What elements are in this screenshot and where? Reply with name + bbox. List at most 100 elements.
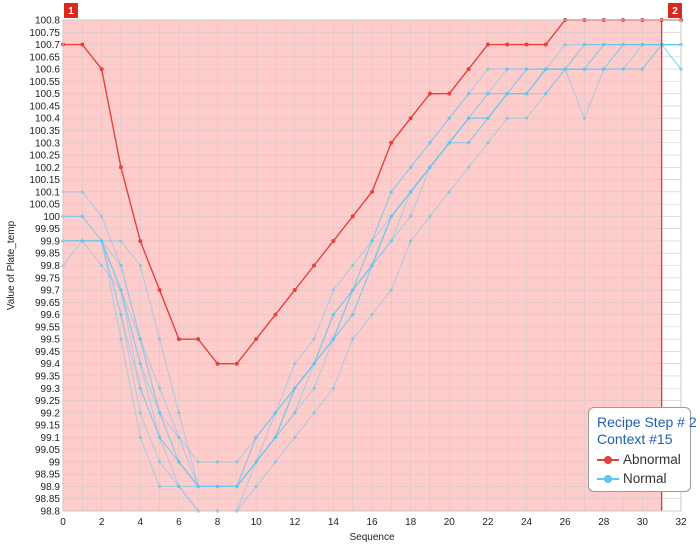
- x-tick-label: 12: [289, 517, 301, 528]
- data-point: [118, 165, 123, 170]
- data-point: [312, 337, 316, 341]
- data-point: [234, 361, 239, 366]
- data-point: [544, 67, 548, 71]
- data-point: [293, 435, 297, 439]
- y-tick-label: 100.05: [29, 200, 60, 211]
- y-tick-label: 98.8: [41, 507, 61, 518]
- data-point: [505, 67, 509, 71]
- data-point: [640, 67, 644, 71]
- data-point: [176, 337, 181, 342]
- data-point: [466, 116, 471, 120]
- x-tick-label: 30: [637, 517, 649, 528]
- data-point: [543, 42, 548, 47]
- data-point: [428, 141, 432, 145]
- y-axis-label: Value of Plate_temp: [6, 220, 17, 310]
- data-point: [312, 362, 316, 366]
- start-marker[interactable]: 1: [64, 3, 78, 18]
- y-tick-label: 99.75: [35, 273, 60, 284]
- data-point: [486, 141, 490, 145]
- data-point: [312, 411, 316, 415]
- data-point: [466, 141, 471, 145]
- data-point: [331, 288, 335, 292]
- end-marker-label: 2: [672, 6, 678, 17]
- data-point: [177, 411, 181, 415]
- data-point: [293, 411, 297, 415]
- data-point: [331, 386, 335, 390]
- start-marker-box[interactable]: [64, 3, 78, 18]
- y-tick-label: 99.45: [35, 347, 60, 358]
- data-point: [563, 67, 567, 71]
- data-point: [273, 312, 278, 317]
- data-point: [157, 386, 162, 390]
- x-tick-label: 22: [482, 517, 494, 528]
- data-point: [486, 92, 490, 96]
- data-point: [389, 140, 394, 145]
- data-point: [119, 263, 123, 268]
- data-point: [196, 460, 200, 464]
- y-tick-label: 100.8: [35, 16, 60, 27]
- y-tick-label: 100.65: [29, 52, 60, 63]
- data-point: [351, 263, 355, 268]
- x-axis-label: Sequence: [349, 532, 394, 543]
- y-tick-label: 100.7: [35, 40, 60, 51]
- y-tick-label: 100.25: [29, 151, 60, 162]
- normal-series-group: [61, 42, 683, 513]
- y-tick-label: 99.6: [41, 310, 61, 321]
- chart-legend: Recipe Step # 2 Context #15 Abnormal Nor…: [588, 407, 697, 492]
- y-tick-label: 99.7: [41, 286, 61, 297]
- data-point: [80, 190, 84, 194]
- data-point: [254, 484, 258, 489]
- y-tick-label: 100: [43, 212, 60, 223]
- data-point: [312, 386, 316, 390]
- data-point: [370, 189, 374, 194]
- data-point: [293, 386, 297, 390]
- x-axis-ticks: 0 2 4 6 8 10 12 14 16 18 20 22 24 26 28 30 32: [60, 517, 687, 528]
- data-point: [466, 92, 471, 96]
- data-point: [138, 435, 142, 439]
- x-tick-label: 6: [176, 517, 182, 528]
- legend-item-abnormal[interactable]: Abnormal: [597, 452, 682, 467]
- legend-title-line1: Recipe Step # 2: [597, 414, 697, 430]
- data-point: [119, 313, 123, 317]
- data-point: [621, 42, 625, 47]
- y-tick-label: 99.15: [35, 421, 60, 432]
- y-tick-label: 100.2: [35, 163, 60, 174]
- y-tick-label: 99.9: [41, 236, 61, 247]
- y-tick-label: 99.55: [35, 322, 60, 333]
- end-marker[interactable]: 2: [668, 3, 682, 18]
- data-point: [138, 238, 143, 243]
- x-tick-label: 0: [60, 517, 66, 528]
- data-point: [409, 165, 413, 169]
- data-point: [119, 239, 123, 243]
- data-point: [409, 190, 413, 194]
- data-point: [524, 42, 529, 47]
- data-point: [389, 288, 393, 292]
- x-tick-label: 8: [215, 517, 221, 528]
- data-point: [563, 42, 567, 47]
- data-point: [177, 460, 181, 464]
- data-point: [447, 190, 451, 194]
- x-tick-label: 16: [366, 517, 378, 528]
- normal-series-10[interactable]: [61, 42, 683, 489]
- y-tick-label: 100.1: [35, 187, 60, 198]
- y-tick-label: 99: [49, 457, 61, 468]
- y-tick-label: 98.85: [35, 494, 60, 505]
- data-point: [292, 288, 297, 293]
- legend-item-normal[interactable]: Normal: [597, 471, 682, 486]
- y-tick-label: 99.35: [35, 371, 60, 382]
- data-point: [215, 484, 220, 489]
- data-point: [447, 91, 452, 96]
- data-point: [466, 165, 471, 169]
- data-point: [157, 288, 162, 293]
- data-point: [524, 116, 529, 120]
- data-point: [157, 484, 162, 489]
- y-tick-label: 100.5: [35, 89, 60, 100]
- data-point: [370, 263, 374, 268]
- plot-frame: [62, 19, 682, 512]
- data-point: [428, 214, 432, 218]
- y-tick-label: 99.95: [35, 224, 60, 235]
- end-marker-box[interactable]: [668, 3, 682, 18]
- start-marker-label: 1: [68, 6, 74, 17]
- data-point: [408, 116, 413, 121]
- legend-label-abnormal: Abnormal: [623, 452, 681, 467]
